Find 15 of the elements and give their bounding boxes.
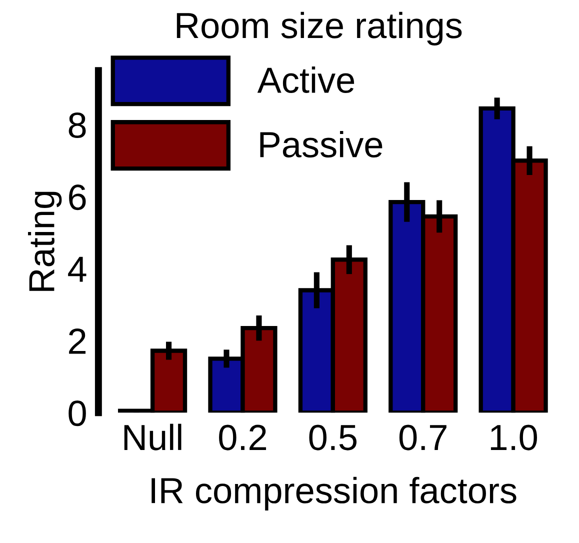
y-tick-label: 8 [68, 112, 86, 138]
y-tick-label: 2 [69, 328, 86, 354]
y-axis-title: Rating [28, 192, 62, 291]
y-tick-label: 4 [68, 256, 86, 282]
x-tick-label: Null [124, 424, 182, 450]
chart-title: Room size ratings [176, 12, 462, 46]
y-tick-label: 0 [68, 400, 86, 426]
x-tick-label: 1.0 [490, 424, 537, 450]
legend-label: Active [257, 66, 354, 94]
y-tick-label: 6 [69, 184, 86, 210]
legend-label: Passive [260, 130, 382, 158]
x-axis-title: IR compression factors [152, 476, 516, 511]
x-tick-label: 0.7 [399, 424, 446, 450]
x-tick-label: 0.5 [309, 424, 357, 450]
x-tick-label: 0.2 [219, 424, 266, 450]
